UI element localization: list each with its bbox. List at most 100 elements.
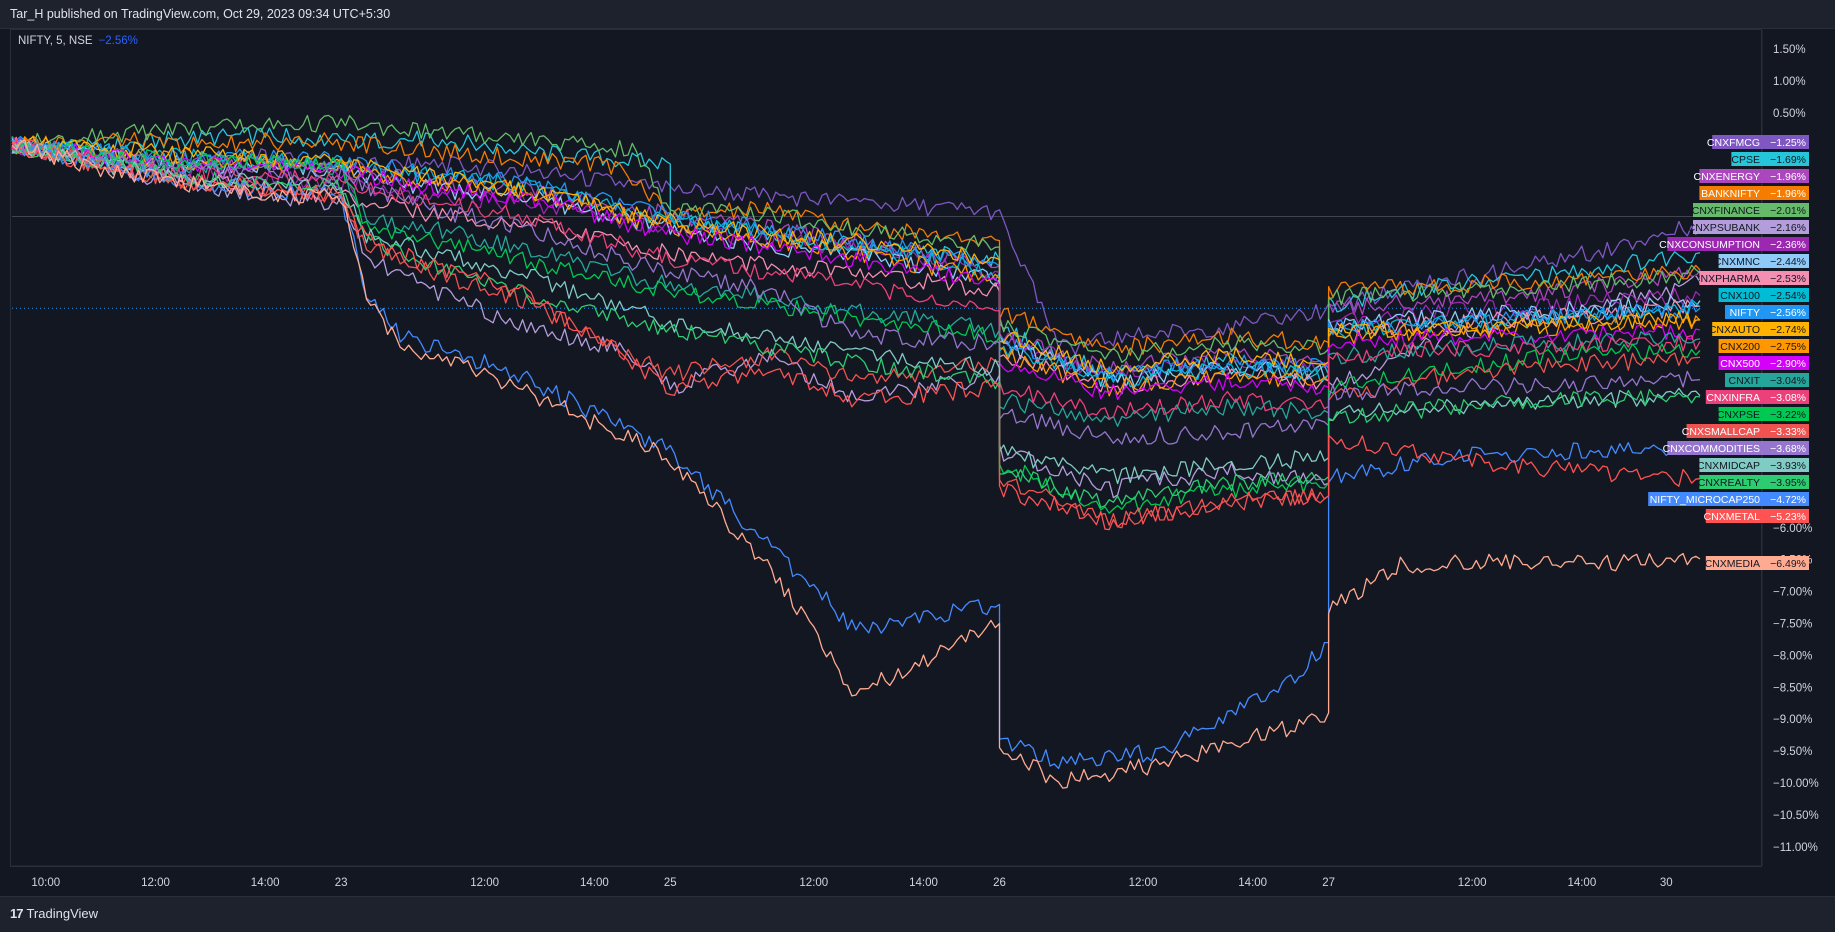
series-name-label: CNX500 xyxy=(1720,358,1760,370)
series-name-tag xyxy=(1705,556,1763,570)
series-value-label: −3.08% xyxy=(1770,392,1806,404)
series-name-tag xyxy=(1718,356,1763,370)
x-tick-label: 12:00 xyxy=(1129,877,1158,889)
y-tick-label: −7.00% xyxy=(1773,587,1812,599)
series-name-label: BANKNIFTY xyxy=(1701,188,1760,200)
series-value-tag xyxy=(1763,288,1809,302)
series-value-tag xyxy=(1763,373,1809,387)
series-name-label: CNXINFRA xyxy=(1706,392,1760,404)
series-name-label: CNXPSE xyxy=(1717,409,1760,421)
top-bar: Tar_H published on TradingView.com, Oct … xyxy=(0,0,1835,29)
x-tick-label: 26 xyxy=(993,877,1006,889)
series-name-label: CNXSMALLCAP xyxy=(1682,426,1760,438)
x-tick-label: 14:00 xyxy=(909,877,938,889)
y-tick-label: −9.00% xyxy=(1773,714,1812,726)
y-tick-label: −9.50% xyxy=(1773,746,1812,758)
series-name-tag xyxy=(1725,305,1763,319)
series-value-label: −6.49% xyxy=(1770,558,1806,570)
series-name-label: CPSE xyxy=(1731,154,1760,166)
series-value-label: −1.69% xyxy=(1770,154,1806,166)
series-name-label: CNXPHARMA xyxy=(1693,273,1760,285)
series-value-tag xyxy=(1763,424,1809,438)
series-value-label: −2.74% xyxy=(1770,324,1806,336)
series-value-tag xyxy=(1763,322,1809,336)
series-name-label: CNXCOMMODITIES xyxy=(1663,443,1760,455)
tradingview-brand[interactable]: 17 TradingView xyxy=(10,906,98,921)
series-name-label: NIFTY_MICROCAP250 xyxy=(1650,494,1760,506)
symbol-change: −2.56% xyxy=(98,35,138,47)
series-value-tag xyxy=(1763,271,1809,285)
x-tick-label: 25 xyxy=(664,877,677,889)
y-tick-label: 0.50% xyxy=(1773,108,1806,120)
series-line-cnxmnc xyxy=(11,137,1701,388)
series-value-label: −2.90% xyxy=(1770,358,1806,370)
series-name-tag xyxy=(1725,373,1763,387)
published-info: Tar_H published on TradingView.com, Oct … xyxy=(10,7,391,21)
series-value-label: −3.04% xyxy=(1770,375,1806,387)
series-name-tag xyxy=(1705,390,1763,404)
x-tick-label: 10:00 xyxy=(31,877,60,889)
series-value-label: −2.01% xyxy=(1770,205,1806,217)
symbol-label: NIFTY, 5, NSE xyxy=(18,35,93,47)
x-tick-label: 12:00 xyxy=(470,877,499,889)
chart-area[interactable] xyxy=(10,29,1762,867)
series-value-tag xyxy=(1763,237,1809,251)
series-name-tag xyxy=(1699,186,1763,200)
series-line-cnxenergy xyxy=(11,138,1701,375)
series-line-cnxfmcg xyxy=(11,137,1701,356)
series-name-label: CNXFINANCE xyxy=(1692,205,1760,217)
series-line-cnxfinance xyxy=(11,114,1701,363)
series-name-label: CNXMETAL xyxy=(1704,511,1761,523)
x-tick-label: 12:00 xyxy=(141,877,170,889)
series-name-label: NIFTY xyxy=(1730,307,1760,319)
series-value-tag xyxy=(1763,339,1809,353)
series-line-cnxmedia xyxy=(11,139,1701,789)
series-name-label: CNXENERGY xyxy=(1693,171,1760,183)
series-name-tag xyxy=(1693,203,1763,217)
series-value-tag xyxy=(1763,220,1809,234)
series-line-cnx200 xyxy=(11,136,1701,397)
series-value-label: −3.95% xyxy=(1770,477,1806,489)
series-name-label: CNXMNC xyxy=(1714,256,1760,268)
series-value-tag xyxy=(1763,492,1809,506)
series-value-label: −2.56% xyxy=(1770,307,1806,319)
series-layer xyxy=(11,114,1701,789)
series-value-label: −1.25% xyxy=(1770,137,1806,149)
series-value-tag xyxy=(1763,169,1809,183)
series-value-label: −2.16% xyxy=(1770,222,1806,234)
symbol-legend[interactable]: NIFTY, 5, NSE −2.56% xyxy=(18,35,138,47)
series-name-tag xyxy=(1699,458,1763,472)
series-line-cnxcommodities xyxy=(11,139,1701,445)
bottom-bar: 17 TradingView xyxy=(0,896,1835,932)
series-value-tag xyxy=(1763,509,1809,523)
series-name-label: CNXREALTY xyxy=(1698,477,1760,489)
series-name-label: CNX200 xyxy=(1720,341,1760,353)
series-name-tag xyxy=(1699,169,1763,183)
series-name-label: CNXMIDCAP xyxy=(1697,460,1760,472)
y-tick-label: −8.00% xyxy=(1773,650,1812,662)
series-line-nifty_microcap250 xyxy=(11,139,1701,770)
x-tick-label: 30 xyxy=(1660,877,1673,889)
series-name-tag xyxy=(1731,152,1763,166)
series-value-label: −3.33% xyxy=(1770,426,1806,438)
brand-label: TradingView xyxy=(26,906,99,921)
series-name-tag xyxy=(1718,407,1763,421)
y-tick-label: −8.50% xyxy=(1773,682,1812,694)
series-value-label: −1.96% xyxy=(1770,188,1806,200)
series-value-tag xyxy=(1763,458,1809,472)
series-value-label: −5.23% xyxy=(1770,511,1806,523)
series-line-banknifty xyxy=(11,131,1701,356)
y-tick-label: −10.50% xyxy=(1773,810,1819,822)
series-value-label: −2.75% xyxy=(1770,341,1806,353)
series-value-tag xyxy=(1763,390,1809,404)
x-tick-label: 14:00 xyxy=(251,877,280,889)
y-tick-label: −6.00% xyxy=(1773,523,1812,535)
series-name-tag xyxy=(1667,441,1763,455)
series-name-tag xyxy=(1705,509,1763,523)
series-value-tag xyxy=(1763,305,1809,319)
series-line-cnxpse xyxy=(11,136,1701,514)
series-name-label: CNX100 xyxy=(1720,290,1760,302)
series-line-cnxit xyxy=(11,138,1701,427)
series-value-tag xyxy=(1763,254,1809,268)
